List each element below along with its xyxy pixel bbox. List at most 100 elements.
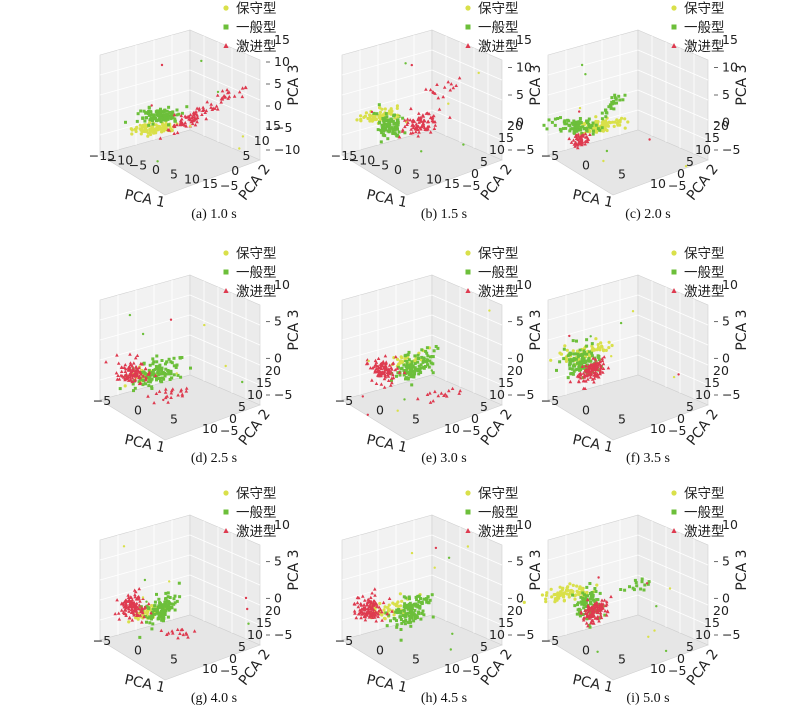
point-aggressive [380,618,384,622]
z-tick-label: 10 [516,517,532,532]
point-aggressive [376,614,380,619]
point-normal [166,595,170,599]
outlier-point [430,369,433,372]
point-normal [396,120,400,124]
point-aggressive [600,598,604,602]
point-normal [376,128,380,132]
point-normal [406,606,410,610]
gridline [99,334,191,361]
point-normal [372,111,376,115]
point-normal [579,362,583,366]
point-aggressive [132,600,136,604]
point-normal [587,356,591,360]
point-normal [584,359,588,363]
outlier-point [447,556,451,559]
y-tick-label: 0 [677,651,685,666]
legend-label: 激进型 [478,524,519,540]
gridline [431,294,503,326]
point-normal [158,603,162,607]
point-normal [568,358,572,362]
point-normal [585,344,589,348]
point-aggressive [586,137,591,141]
point-normal [131,382,135,386]
y-tick-label: 0 [677,411,685,426]
point-aggressive [583,142,587,146]
point-normal [149,110,153,114]
point-normal [426,358,429,362]
point-normal [162,110,166,114]
point-conservative [591,346,595,350]
point-aggressive [180,394,185,398]
point-normal [137,380,141,384]
y-tick-label: 20 [507,118,523,133]
point-conservative [383,605,387,609]
outlier-point [150,104,153,107]
point-aggressive [169,391,174,395]
point-aggressive [583,386,587,390]
point-conservative [604,348,608,352]
point-normal [159,107,162,111]
point-aggressive [178,122,182,127]
point-normal [173,601,177,605]
point-normal [175,108,179,112]
point-normal [621,98,625,102]
point-normal [153,604,157,608]
point-normal [582,364,586,368]
point-aggressive [171,631,175,635]
point-normal [436,346,440,350]
point-normal [569,372,573,376]
point-aggressive [585,612,590,617]
point-normal [583,351,586,354]
point-aggressive [414,125,419,129]
point-aggressive [154,391,159,395]
outlier-point [145,600,148,603]
point-normal [164,116,168,120]
point-normal [619,588,623,591]
point-conservative [540,593,544,597]
point-aggressive [124,613,128,617]
point-aggressive [373,609,378,614]
point-aggressive [138,375,142,379]
legend-marker-normal [465,24,471,30]
gridline [341,294,433,321]
point-aggressive [595,601,599,605]
point-normal [170,112,174,116]
point-normal [162,610,166,614]
x-tick-label: −5 [371,157,389,172]
y-tick-label: 10 [489,387,505,402]
point-aggressive [129,602,134,606]
outlier-point [404,62,407,65]
legend-marker-conservative [671,490,677,496]
gridline [341,314,433,341]
point-aggressive [433,123,438,127]
point-normal [408,597,411,601]
point-normal [404,612,408,616]
legend-label: 一般型 [478,265,519,281]
point-normal [396,118,400,122]
point-normal [168,607,172,611]
point-normal [177,581,181,585]
point-normal [613,93,617,97]
point-aggressive [581,379,586,383]
outlier-point [645,582,649,585]
legend-marker-conservative [465,490,471,496]
point-normal [155,609,159,613]
point-aggressive [240,94,245,99]
point-aggressive [598,369,603,374]
point-normal [422,613,426,617]
point-normal [594,590,598,593]
point-aggressive [414,127,418,131]
point-aggressive [178,631,182,635]
gridline [547,69,639,96]
point-aggressive [593,367,598,371]
point-aggressive [442,393,446,397]
point-aggressive [416,134,420,138]
point-normal [399,609,403,613]
point-normal [172,597,176,601]
point-normal [159,379,162,383]
point-normal [166,114,170,118]
point-aggressive [373,612,378,617]
point-normal [409,612,413,616]
point-aggressive [356,612,361,616]
point-normal [144,382,147,386]
